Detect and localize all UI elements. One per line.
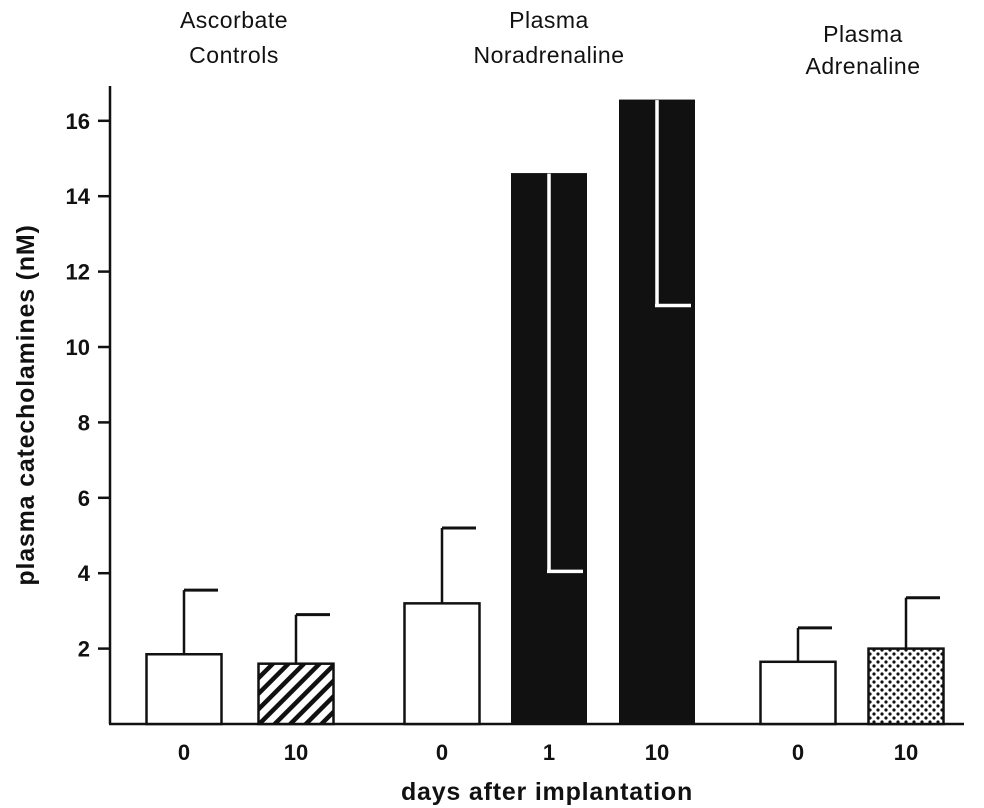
group-title-line: Noradrenaline <box>474 42 625 68</box>
y-tick-label: 10 <box>66 335 90 360</box>
y-tick-label: 6 <box>78 486 90 511</box>
bar-white <box>759 660 837 726</box>
x-tick-label: 0 <box>178 740 190 765</box>
y-axis-label: plasma catecholamines (nM) <box>12 224 40 585</box>
y-tick-label: 4 <box>78 561 91 586</box>
group-title-line: Plasma <box>509 7 589 33</box>
y-tick-label: 8 <box>78 410 90 435</box>
group-title-line: Controls <box>189 42 279 68</box>
x-tick-label: 0 <box>792 740 804 765</box>
x-tick-labels: 0 10 0 1 10 0 10 <box>178 740 918 765</box>
y-tick-label: 14 <box>66 184 91 209</box>
bar-white <box>145 653 223 726</box>
x-tick-label: 0 <box>436 740 448 765</box>
error-bars <box>182 526 940 664</box>
group-titles: Ascorbate Controls Plasma Noradrenaline Plas… <box>180 7 921 79</box>
bar-hatched <box>257 662 335 726</box>
bars <box>145 99 945 726</box>
bar-dotted <box>867 647 945 726</box>
group-title-line: Adrenaline <box>806 53 921 79</box>
x-axis-label: days after implantation <box>401 778 693 806</box>
y-tick-label: 16 <box>66 109 90 134</box>
group-title-line: Plasma <box>823 21 903 47</box>
y-tick-label: 2 <box>78 637 90 662</box>
x-tick-label: 1 <box>543 740 555 765</box>
y-ticks: 2 4 6 8 10 12 14 16 <box>66 109 110 662</box>
x-tick-label: 10 <box>894 740 918 765</box>
group-title-line: Ascorbate <box>180 7 288 33</box>
x-tick-label: 10 <box>645 740 669 765</box>
x-tick-label: 10 <box>284 740 308 765</box>
bar-white <box>403 602 481 726</box>
y-tick-label: 12 <box>66 260 90 285</box>
